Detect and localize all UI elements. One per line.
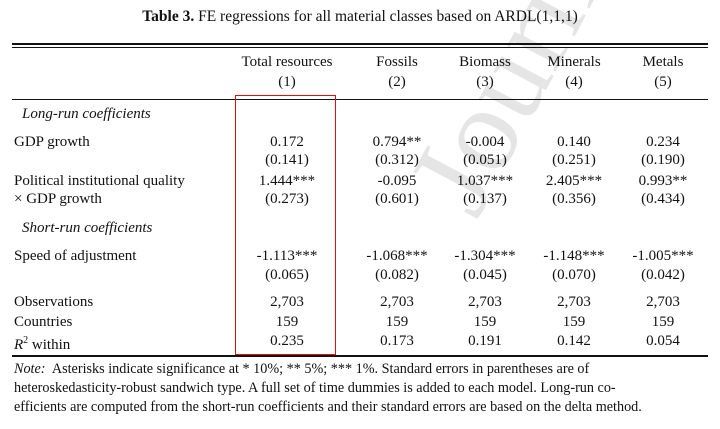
table-cell: 0.054 (646, 333, 680, 349)
table-number: Table 3. (142, 8, 195, 25)
note-line-2: heteroskedasticity-robust sandwich type.… (14, 380, 616, 396)
highlight-box (235, 95, 336, 355)
column-header: Minerals (547, 54, 601, 70)
table-cell: 1.037*** (456, 173, 514, 189)
top-rule-inner (12, 47, 708, 48)
table-cell: (0.045) (463, 267, 507, 283)
column-header: Metals (642, 54, 684, 70)
note-line-1: Note: Asterisks indicate significance at… (14, 360, 589, 378)
table-cell: (0.251) (552, 152, 596, 168)
table-cell: 159 (385, 314, 409, 330)
table-cell: (0.356) (552, 191, 596, 207)
table-cell: 0.993** (638, 173, 688, 189)
column-header: Biomass (459, 54, 511, 70)
table-cell: 0.142 (557, 333, 591, 349)
column-header: Total resources (241, 54, 333, 70)
table-cell: -0.095 (377, 173, 417, 189)
table-cell: -1.113*** (256, 248, 318, 264)
table-cell: 0.191 (468, 333, 502, 349)
row-label: Speed of adjustment (14, 248, 137, 264)
table-cell: (0.070) (552, 267, 596, 283)
column-number: (3) (476, 74, 494, 90)
table-cell: 2,703 (468, 294, 502, 310)
table-cell: 0.173 (380, 333, 414, 349)
table-cell: 159 (562, 314, 586, 330)
section-short-run: Short-run coefficients (22, 220, 153, 236)
table-cell: 2,703 (557, 294, 591, 310)
table-cell: (0.434) (641, 191, 685, 207)
row-label: Political institutional quality (14, 173, 185, 189)
table-cell: (0.273) (265, 191, 309, 207)
table-cell: -1.068*** (366, 248, 428, 264)
table-cell: 2.405*** (545, 173, 603, 189)
table-cell: 0.235 (270, 333, 304, 349)
table-cell: -1.304*** (454, 248, 516, 264)
table-cell: -1.148*** (543, 248, 605, 264)
table-cell: -1.005*** (632, 248, 694, 264)
note-label: Note: (14, 361, 46, 377)
table-cell: (0.141) (265, 152, 309, 168)
row-label: Countries (14, 314, 73, 330)
table-cell: (0.065) (265, 267, 309, 283)
row-label: × GDP growth (14, 191, 102, 207)
table-title: Table 3. FE regressions for all material… (142, 8, 578, 26)
note-line-3: efficients are computed from the short-r… (14, 399, 642, 415)
table-cell: 159 (473, 314, 497, 330)
table-cell: 2,703 (270, 294, 304, 310)
note-text: Asterisks indicate significance at * 10%… (51, 361, 590, 377)
column-header: Fossils (376, 54, 418, 70)
table-cell: 2,703 (646, 294, 680, 310)
table-cell: 0.794** (372, 134, 422, 150)
table-cell: 0.234 (646, 134, 680, 150)
table-cell: 0.172 (270, 134, 304, 150)
table-cell: 159 (275, 314, 299, 330)
table-cell: (0.042) (641, 267, 685, 283)
column-number: (1) (278, 74, 296, 90)
table-cell: -0.004 (465, 134, 505, 150)
table-cell: (0.601) (375, 191, 419, 207)
table-cell: 0.140 (557, 134, 591, 150)
table-cell: 1.444*** (258, 173, 316, 189)
row-label: GDP growth (14, 134, 90, 150)
column-number: (4) (565, 74, 583, 90)
bottom-rule (12, 355, 708, 357)
table-cell: 159 (651, 314, 675, 330)
table-cell: (0.137) (463, 191, 507, 207)
table-caption: FE regressions for all material classes … (198, 8, 578, 25)
section-long-run: Long-run coefficients (22, 106, 151, 122)
row-label: Observations (14, 294, 94, 310)
header-rule (12, 99, 708, 100)
table-cell: (0.082) (375, 267, 419, 283)
column-number: (5) (654, 74, 672, 90)
table-cell: 2,703 (380, 294, 414, 310)
table-cell: (0.312) (375, 152, 419, 168)
row-label: R2 within (14, 335, 71, 353)
table-cell: (0.051) (463, 152, 507, 168)
column-number: (2) (388, 74, 406, 90)
table-cell: (0.190) (641, 152, 685, 168)
top-rule (12, 43, 708, 45)
